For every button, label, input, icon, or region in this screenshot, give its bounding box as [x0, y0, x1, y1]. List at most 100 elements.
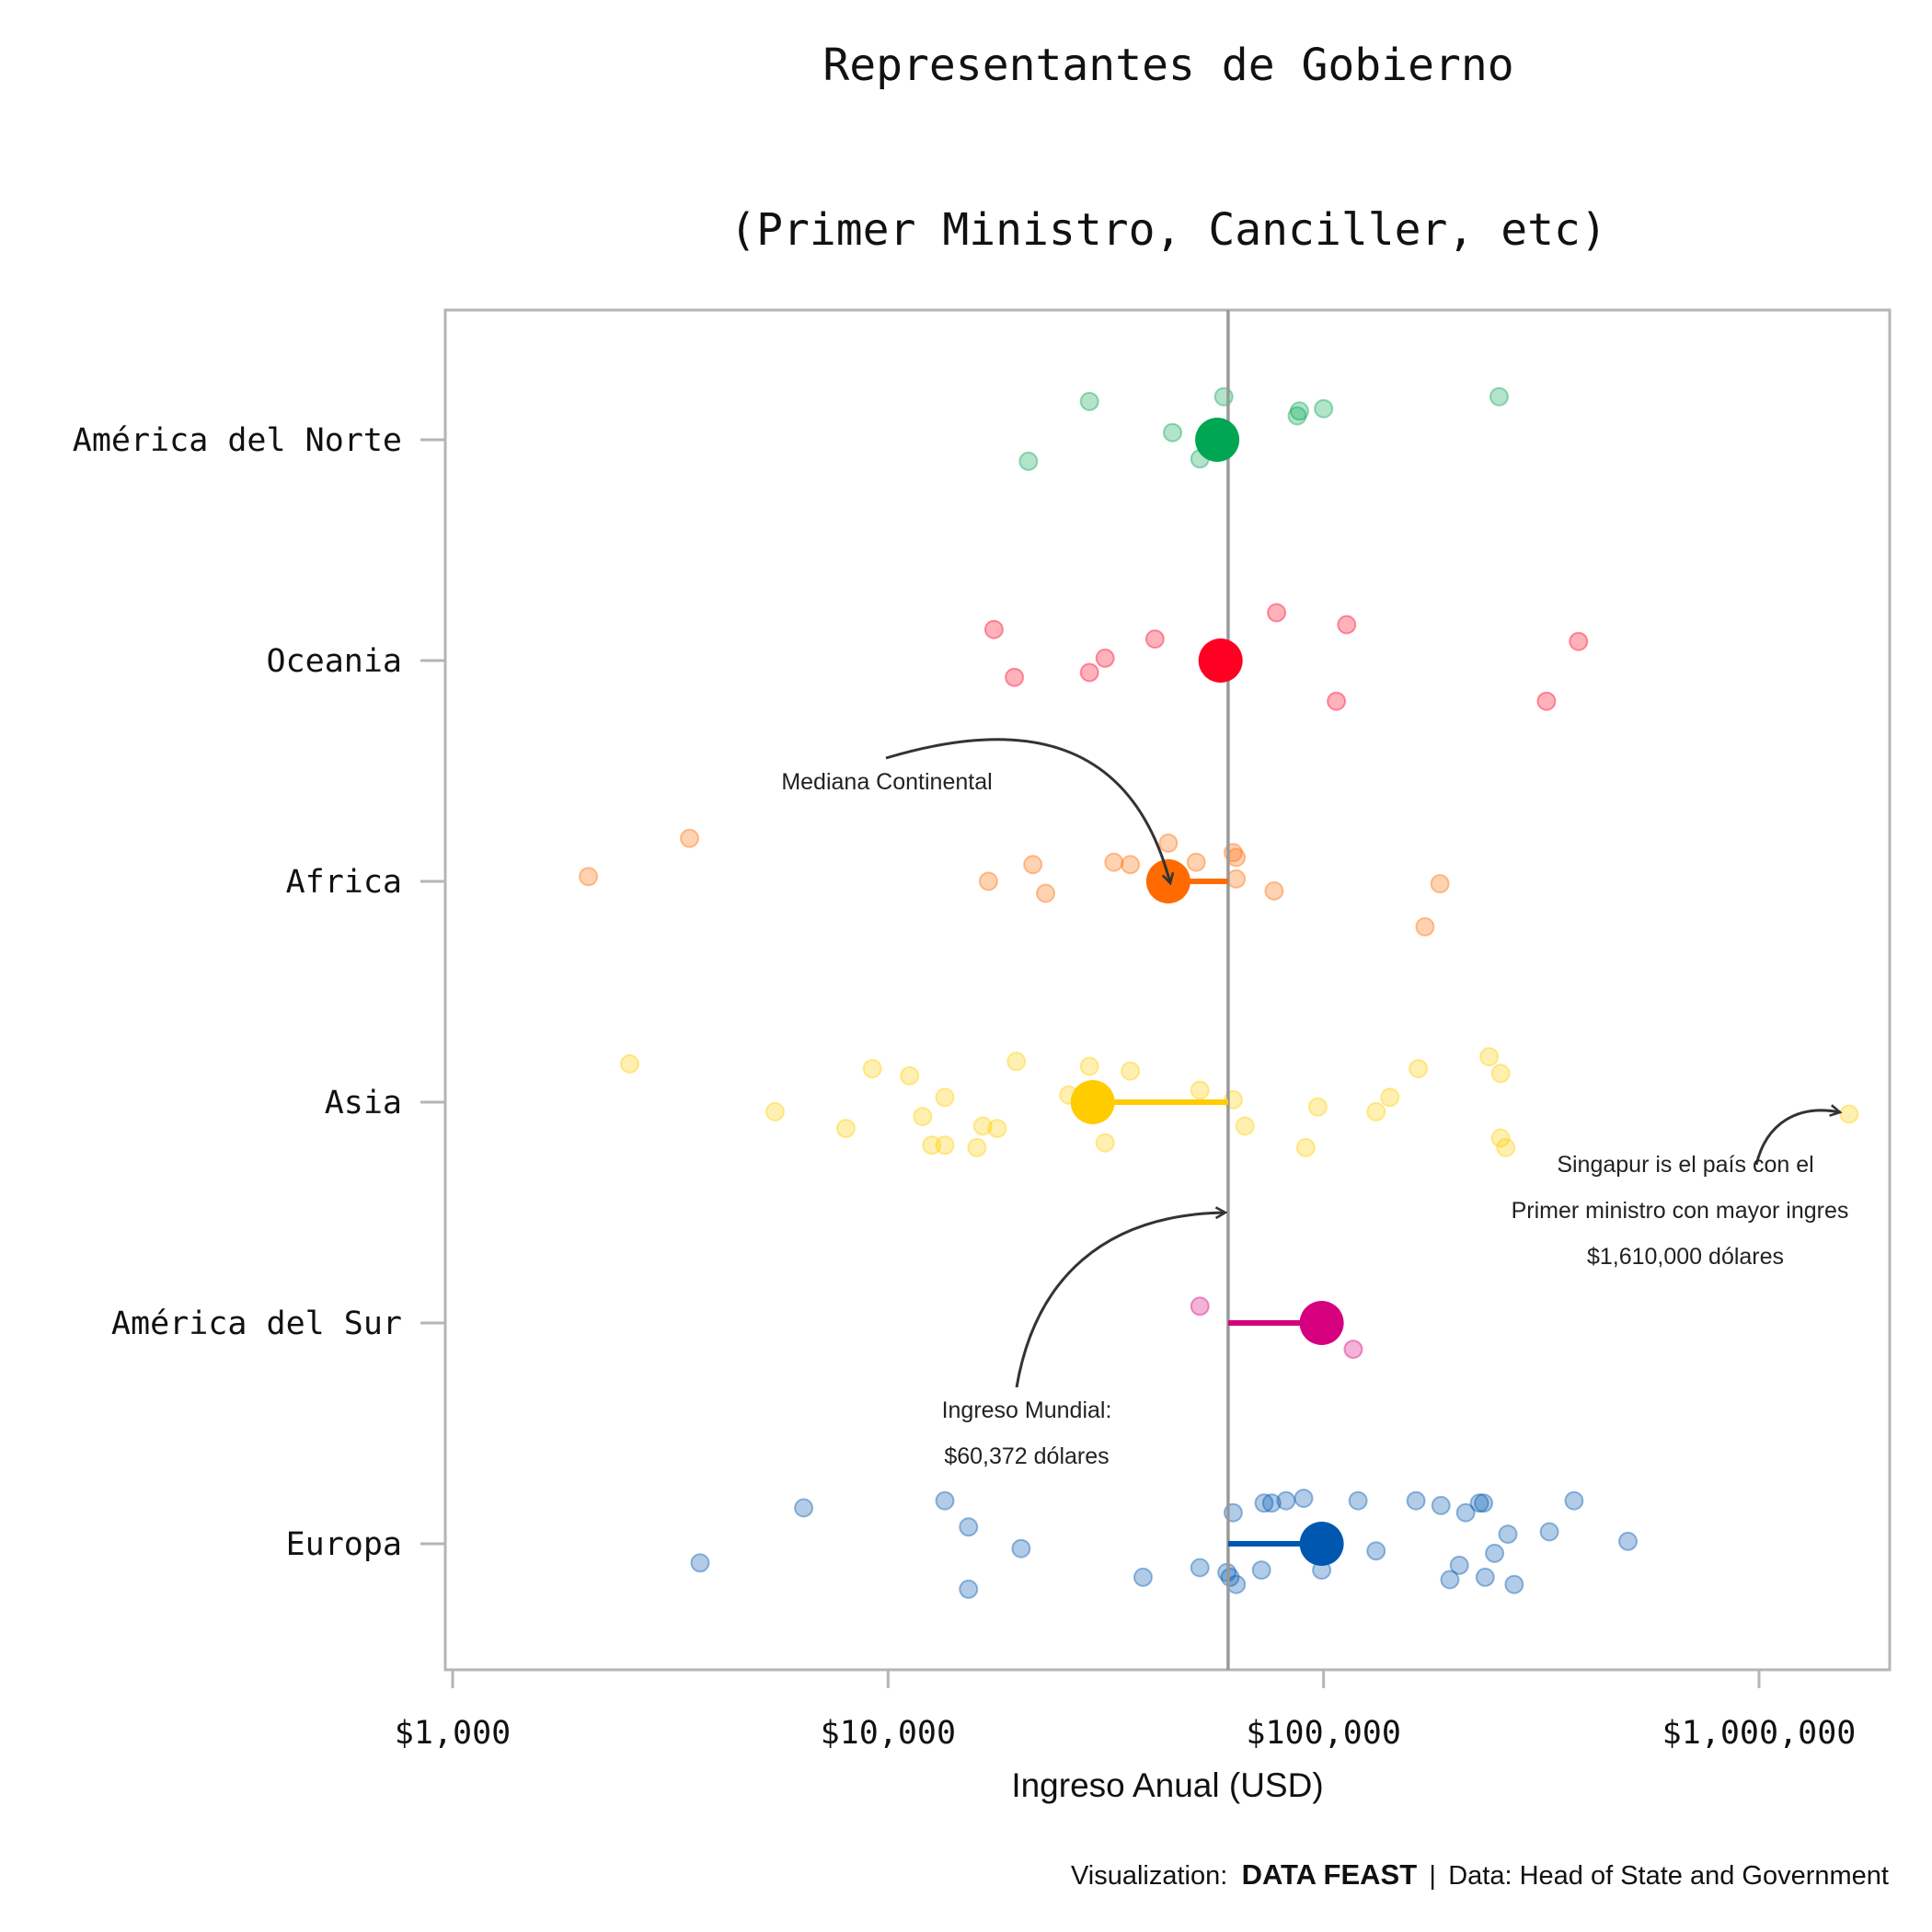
data-point: [1485, 1543, 1505, 1563]
data-point: [1314, 398, 1334, 419]
median-point: [1299, 1301, 1344, 1345]
world-income-arrow: [1015, 1213, 1225, 1388]
data-point: [1254, 1493, 1274, 1513]
data-point: [1121, 1061, 1141, 1081]
caption-text: Visualization: DATA FEAST | Data: Head o…: [1071, 1858, 1889, 1891]
data-point: [1079, 391, 1099, 411]
chart-title: Representantes de Gobierno: [822, 40, 1513, 91]
data-point: [765, 1101, 785, 1121]
x-tick-label: $1,000,000: [1662, 1715, 1857, 1752]
y-tick-label: Europa: [286, 1526, 402, 1563]
data-point: [1440, 1570, 1460, 1590]
data-point: [1121, 855, 1141, 875]
data-point: [1095, 1133, 1115, 1153]
data-point: [1343, 1340, 1363, 1360]
median-point: [1198, 638, 1243, 683]
median-point: [1070, 1080, 1115, 1124]
data-point: [1490, 1128, 1511, 1148]
data-point: [1475, 1567, 1495, 1587]
annotation-world-income: Ingreso Mundial: $60,372 dólares: [942, 1213, 1225, 1469]
caption-source: Data: Head of State and Government: [1448, 1861, 1889, 1891]
data-point: [1186, 852, 1206, 872]
plot-frame: [443, 308, 1892, 1672]
data-point: [1133, 1567, 1153, 1587]
data-point: [1190, 1080, 1210, 1100]
data-point: [1158, 833, 1179, 853]
y-tick-label: Asia: [325, 1085, 402, 1121]
annotation-continental-median: Mediana Continental: [781, 738, 1170, 883]
median-point: [1145, 859, 1190, 903]
data-point: [1190, 1558, 1210, 1578]
data-point: [972, 1116, 993, 1136]
x-tick-label: $10,000: [821, 1715, 957, 1752]
data-point: [1496, 1137, 1516, 1157]
data-point: [1163, 422, 1183, 443]
data-point: [913, 1107, 933, 1127]
data-point: [935, 1490, 955, 1511]
data-point: [1006, 1052, 1027, 1072]
axis-x-label: Ingreso Anual (USD): [1011, 1766, 1323, 1804]
data-point: [1261, 1493, 1282, 1513]
y-tick-label: América del Norte: [73, 422, 402, 459]
data-point: [1449, 1555, 1469, 1575]
data-point: [1337, 615, 1357, 635]
data-point: [1294, 1489, 1314, 1509]
singapore-arrow: [1754, 1110, 1840, 1166]
caption-separator: |: [1429, 1861, 1436, 1891]
median-point: [1299, 1522, 1344, 1566]
data-point: [1380, 1087, 1400, 1108]
data-point: [1569, 631, 1589, 651]
y-axis: América del Norte Oceania Africa Asia Améric…: [73, 422, 445, 1563]
median-point: [1195, 418, 1240, 462]
data-point: [1104, 852, 1124, 872]
x-tick-label: $1,000: [395, 1715, 511, 1752]
data-point: [1539, 1522, 1559, 1542]
singapore-label-1: Singapur is el país con el: [1557, 1152, 1813, 1178]
x-tick-label: $100,000: [1246, 1715, 1401, 1752]
data-point: [1489, 386, 1509, 407]
data-point: [1295, 1137, 1316, 1157]
data-point: [1018, 451, 1039, 471]
data-point: [1479, 1047, 1500, 1067]
data-point: [1366, 1101, 1386, 1121]
data-point: [1490, 1064, 1511, 1084]
world-income-label-1: Ingreso Mundial:: [942, 1397, 1112, 1423]
data-point: [1005, 667, 1025, 687]
data-point: [1415, 916, 1435, 937]
data-point: [1079, 662, 1099, 683]
data-point: [794, 1498, 814, 1518]
data-point: [1226, 868, 1247, 889]
data-point: [922, 1135, 942, 1156]
data-point: [959, 1579, 979, 1599]
data-point: [1431, 1495, 1451, 1515]
data-point: [862, 1059, 882, 1079]
data-point: [1366, 1541, 1386, 1561]
data-point: [1618, 1531, 1639, 1551]
data-point: [1504, 1574, 1524, 1594]
data-point: [1023, 855, 1043, 875]
data-point: [987, 1119, 1007, 1139]
data-point: [1536, 691, 1557, 711]
data-point: [1011, 1538, 1031, 1558]
data-point: [935, 1087, 955, 1108]
data-point: [1226, 1574, 1247, 1594]
data-point: [959, 1517, 979, 1537]
data-point: [1307, 1097, 1328, 1117]
data-point: [1190, 1296, 1210, 1317]
x-axis: $1,000 $10,000 $100,000 $1,000,000: [395, 1670, 1857, 1752]
y-tick-label: Oceania: [266, 643, 402, 680]
scatter-points: [579, 386, 1859, 1599]
data-point: [1839, 1104, 1859, 1124]
continental-median-arrow: [885, 738, 1170, 883]
data-point: [1036, 883, 1056, 903]
data-point: [1095, 648, 1115, 668]
data-point: [835, 1119, 856, 1139]
annotation-singapore: Singapur is el país con el Primer minist…: [1512, 1110, 1848, 1270]
data-point: [579, 867, 599, 887]
data-point: [1144, 629, 1165, 650]
data-point: [1348, 1490, 1368, 1511]
data-point: [1287, 406, 1307, 426]
data-point: [1220, 1567, 1240, 1587]
data-point: [1498, 1524, 1518, 1545]
